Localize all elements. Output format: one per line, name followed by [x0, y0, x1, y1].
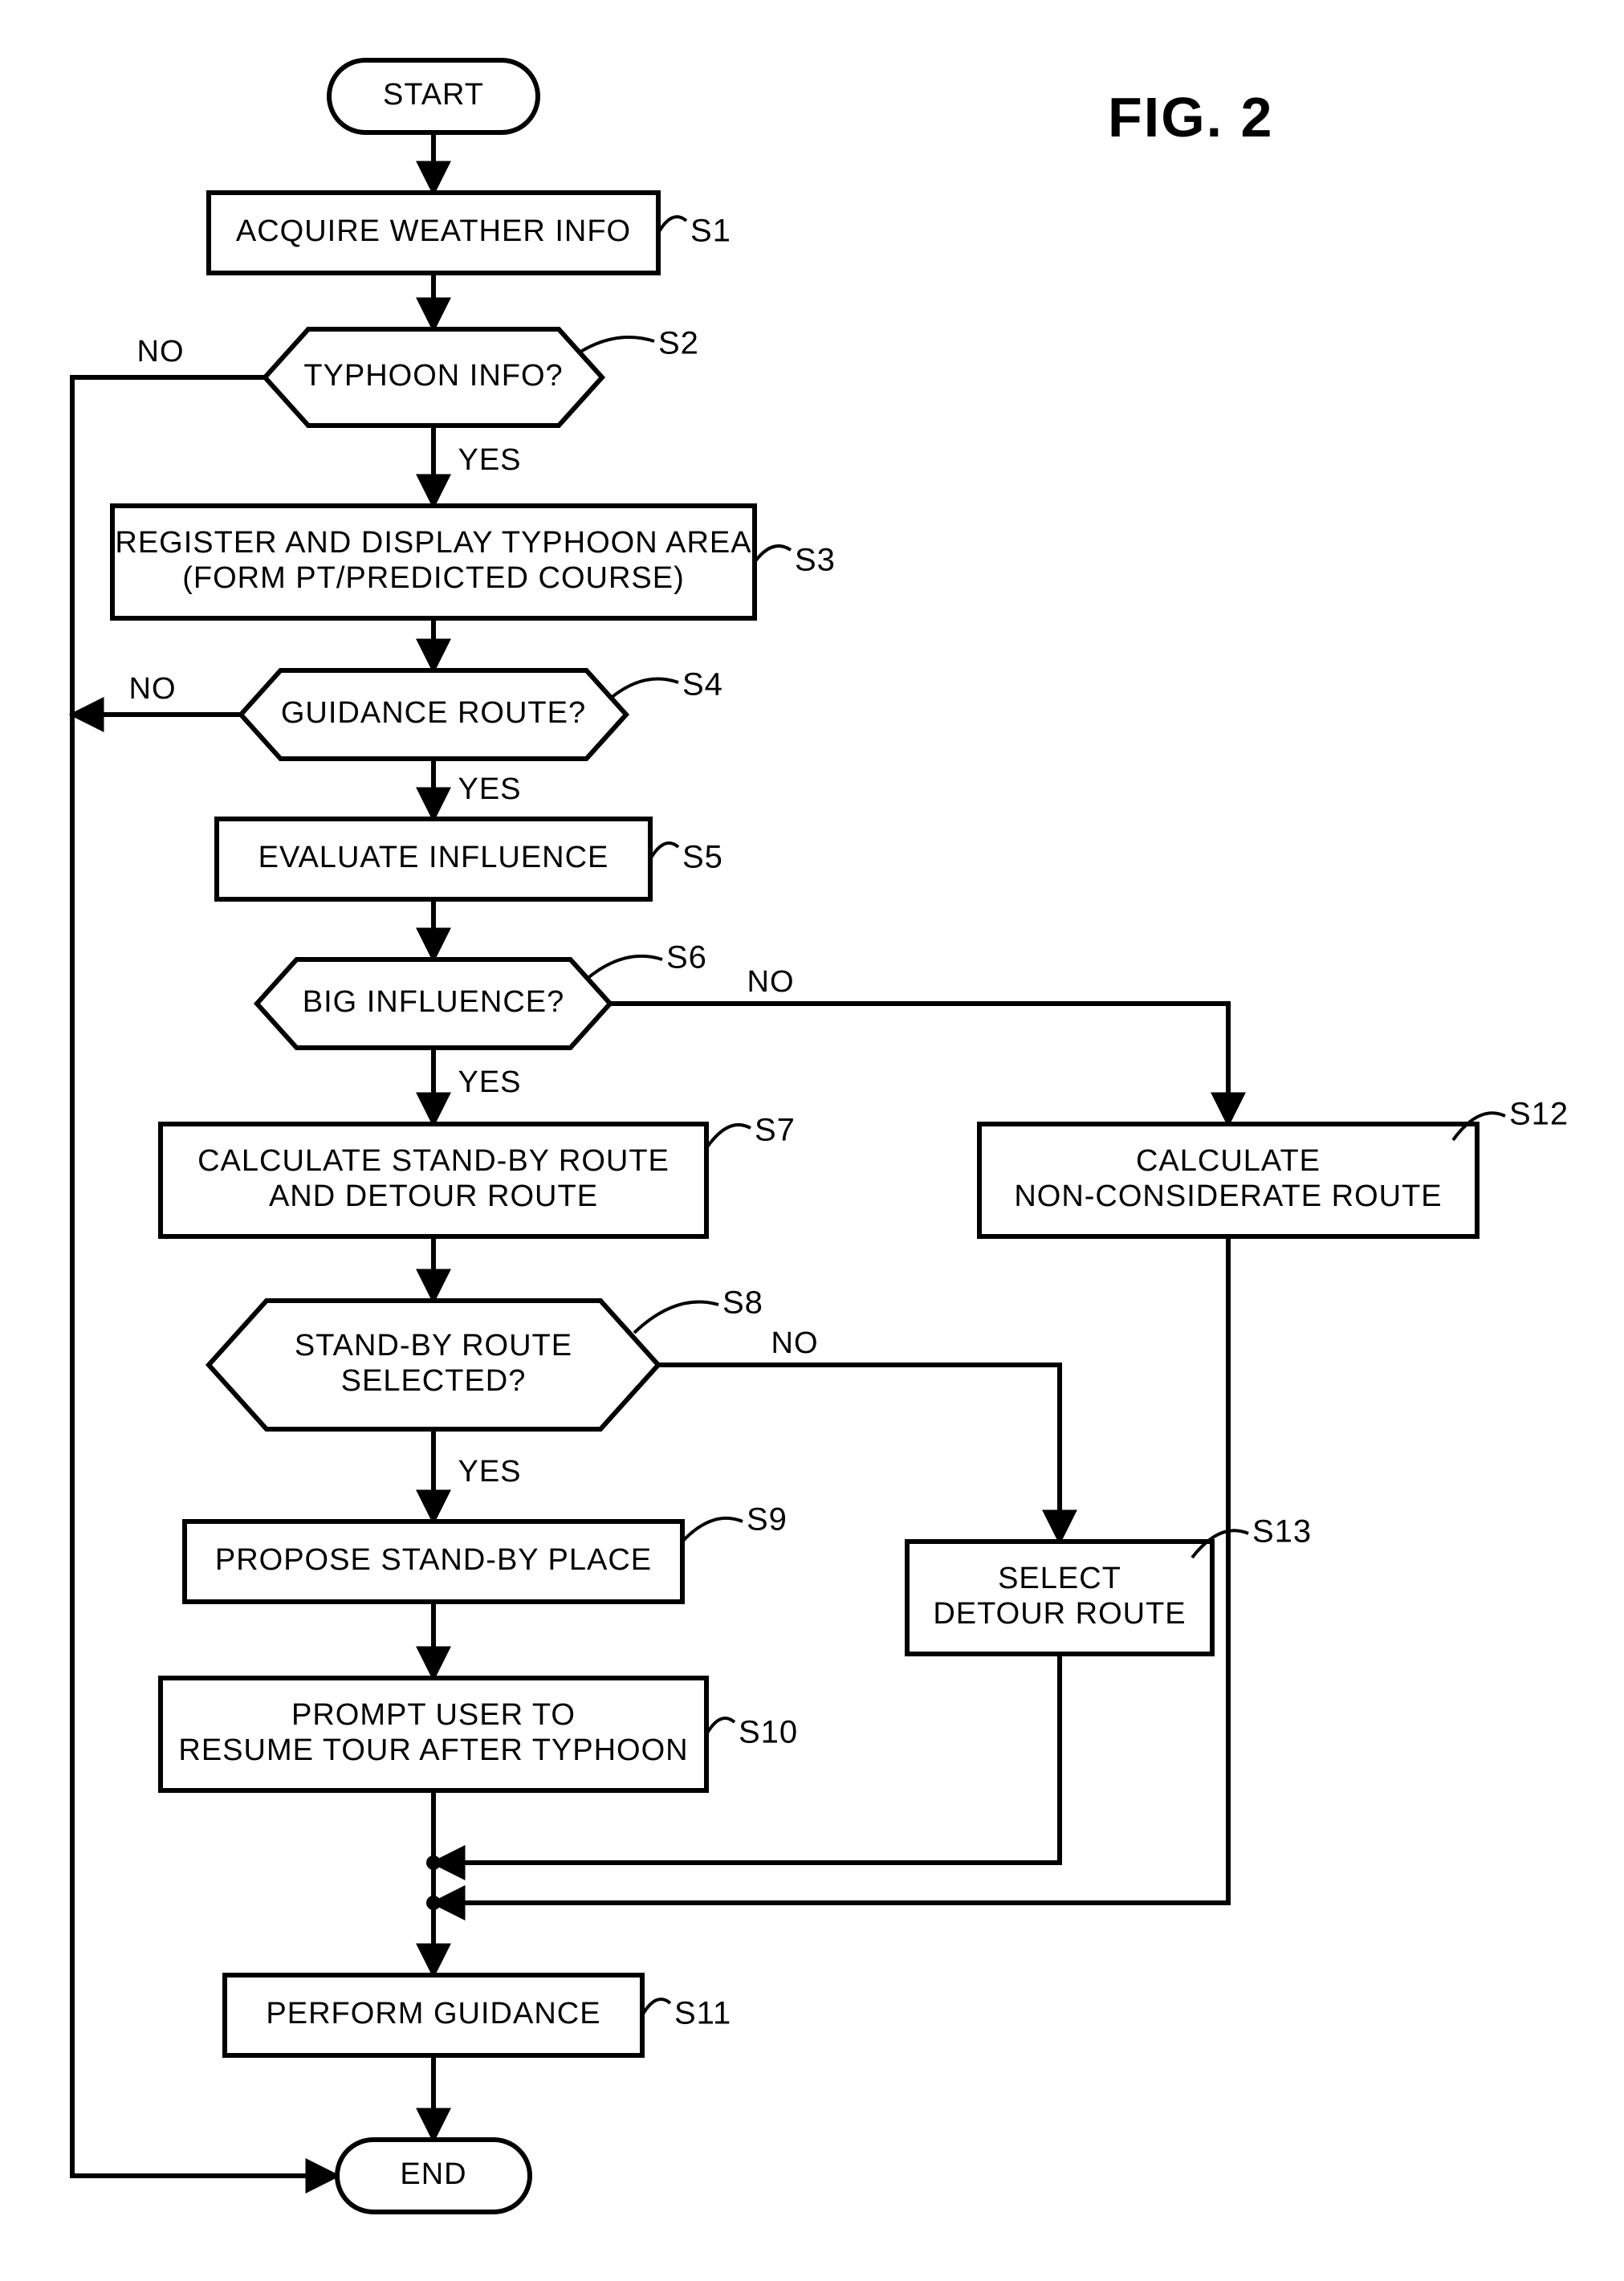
- step-leader-s8: [634, 1302, 718, 1333]
- edge-label: NO: [747, 965, 795, 999]
- step-label-s12: S12: [1509, 1097, 1569, 1132]
- edge-label: YES: [458, 1455, 521, 1489]
- step-label-s5: S5: [682, 840, 723, 875]
- step-label-s1: S1: [690, 214, 731, 249]
- node-end-text: END: [400, 2157, 466, 2191]
- node-s10-text: PROMPT USER TO: [291, 1698, 576, 1732]
- figure-title: FIG. 2: [1108, 86, 1273, 149]
- step-label-s9: S9: [747, 1502, 788, 1538]
- edge-label: YES: [458, 1065, 521, 1099]
- step-leader-s10: [706, 1718, 735, 1734]
- flowchart-diagram: FIG. 2 YES YES YES YES NO NO NO NO START ACQUIRE W…: [0, 0, 1624, 2281]
- flow-edge: [658, 1365, 1060, 1542]
- node-start-text: START: [383, 78, 484, 112]
- step-leader-s11: [642, 1999, 670, 2015]
- node-s1-text: ACQUIRE WEATHER INFO: [236, 214, 631, 248]
- junction-dot: [426, 1896, 441, 1910]
- step-leader-s9: [682, 1518, 743, 1542]
- node-s7-text: CALCULATE STAND-BY ROUTE: [197, 1144, 670, 1178]
- node-s6-text: BIG INFLUENCE?: [303, 985, 565, 1019]
- step-label-s11: S11: [674, 1996, 731, 2031]
- edge-label: NO: [137, 335, 185, 369]
- step-leader-s5: [650, 843, 678, 859]
- node-s8-text: STAND-BY ROUTE: [295, 1329, 572, 1362]
- step-leader-s4: [610, 679, 678, 699]
- step-label-s6: S6: [666, 940, 707, 976]
- flow-edge: [610, 1004, 1228, 1124]
- node-s9-text: PROPOSE STAND-BY PLACE: [215, 1543, 652, 1577]
- step-leader-s3: [755, 546, 791, 562]
- step-label-s10: S10: [739, 1715, 798, 1750]
- step-label-s13: S13: [1252, 1514, 1312, 1550]
- node-s10-text: RESUME TOUR AFTER TYPHOON: [178, 1733, 688, 1767]
- step-leader-s1: [658, 217, 686, 233]
- node-s4-text: GUIDANCE ROUTE?: [281, 696, 586, 730]
- node-s3-text: REGISTER AND DISPLAY TYPHOON AREA: [115, 526, 751, 560]
- flow-edge: [72, 377, 337, 2176]
- node-s12-text: NON-CONSIDERATE ROUTE: [1014, 1179, 1442, 1213]
- step-leader-s6: [586, 956, 662, 980]
- edge-label: YES: [458, 772, 521, 806]
- junction-dot: [426, 1855, 441, 1870]
- step-label-s7: S7: [755, 1113, 796, 1148]
- step-label-s4: S4: [682, 667, 723, 703]
- step-leader-s7: [706, 1125, 751, 1148]
- step-leader-s2: [578, 337, 654, 353]
- node-s3-text: (FORM PT/PREDICTED COURSE): [182, 561, 685, 595]
- edge-label: YES: [458, 443, 521, 477]
- step-label-s8: S8: [722, 1285, 763, 1321]
- node-s8-text: SELECTED?: [341, 1364, 527, 1398]
- edge-label: NO: [771, 1326, 819, 1360]
- node-s13-text: DETOUR ROUTE: [933, 1597, 1186, 1631]
- step-label-s2: S2: [658, 326, 699, 361]
- node-s2-text: TYPHOON INFO?: [303, 359, 563, 393]
- node-s12-text: CALCULATE: [1136, 1144, 1321, 1178]
- edge-label: NO: [129, 672, 177, 706]
- node-s7-text: AND DETOUR ROUTE: [269, 1179, 598, 1213]
- node-s5-text: EVALUATE INFLUENCE: [258, 841, 609, 874]
- node-s13-text: SELECT: [998, 1562, 1121, 1595]
- node-s11-text: PERFORM GUIDANCE: [266, 1997, 600, 2030]
- step-label-s3: S3: [795, 543, 836, 578]
